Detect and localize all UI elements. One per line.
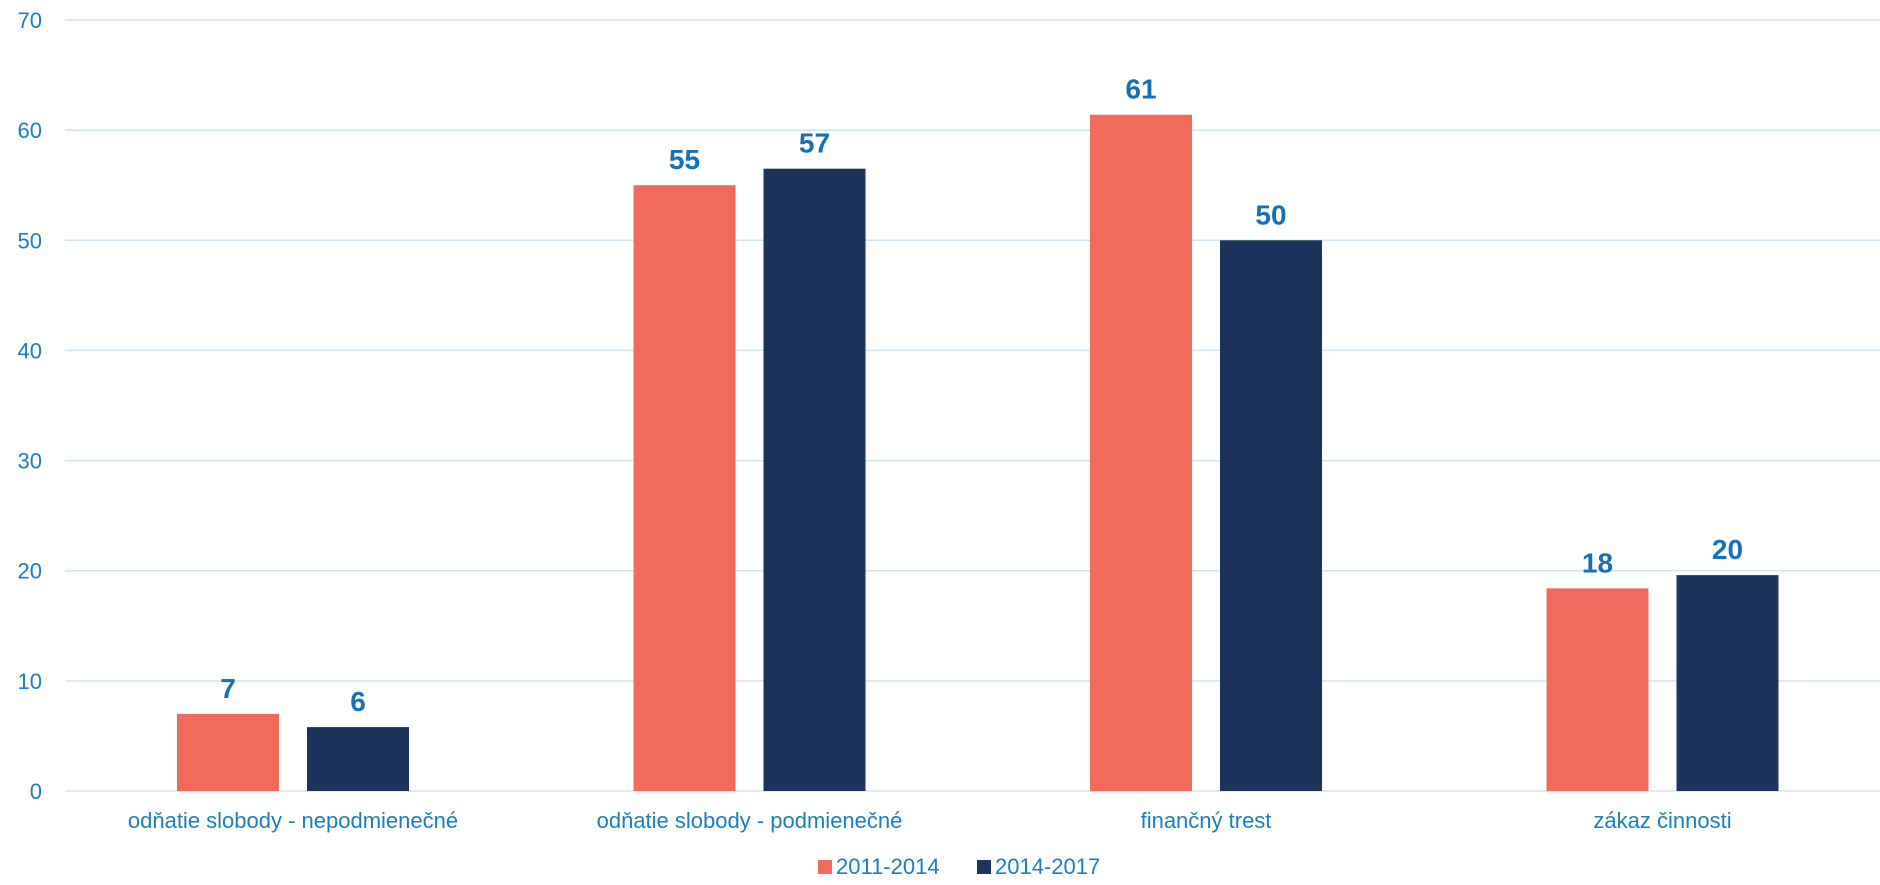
data-label: 55: [669, 144, 700, 175]
data-label: 6: [350, 686, 366, 717]
gridlines: [65, 19, 1880, 792]
data-label: 7: [220, 673, 236, 704]
data-label: 20: [1712, 534, 1743, 565]
bar: [1220, 240, 1322, 792]
x-axis-categories: odňatie slobody - nepodmienečné odňatie s…: [128, 808, 1732, 833]
bar: [763, 168, 866, 791]
bar: [307, 727, 409, 791]
y-tick-label: 40: [18, 338, 42, 363]
bars: [177, 114, 1779, 792]
legend: 2011-2014 2014-2017: [818, 854, 1100, 879]
data-label: 57: [799, 128, 830, 159]
y-tick-label: 30: [18, 449, 42, 474]
y-tick-label: 10: [18, 669, 42, 694]
bar: [1676, 575, 1779, 791]
legend-label: 2011-2014: [836, 854, 940, 879]
legend-label: 2014-2017: [995, 854, 1100, 879]
legend-swatch: [977, 860, 991, 874]
y-tick-label: 50: [18, 228, 42, 253]
y-tick-label: 0: [30, 779, 42, 804]
bar: [177, 713, 279, 791]
data-label: 50: [1255, 199, 1286, 230]
x-category-label: odňatie slobody - podmienečné: [597, 808, 903, 833]
data-labels: 7 6 55 57 61 50 18 20: [220, 74, 1743, 717]
data-label: 61: [1125, 74, 1156, 105]
bar: [1546, 588, 1649, 791]
x-category-label: zákaz činnosti: [1593, 808, 1731, 833]
x-category-label: finančný trest: [1141, 808, 1272, 833]
data-label: 18: [1582, 547, 1613, 578]
y-tick-label: 20: [18, 559, 42, 584]
x-category-label: odňatie slobody - nepodmienečné: [128, 808, 458, 833]
y-tick-label: 70: [18, 8, 42, 33]
bar: [1090, 114, 1192, 792]
y-tick-label: 60: [18, 118, 42, 143]
bar: [633, 185, 736, 791]
y-axis-ticks: 0 10 20 30 40 50 60 70: [18, 8, 42, 804]
legend-swatch: [818, 860, 832, 874]
